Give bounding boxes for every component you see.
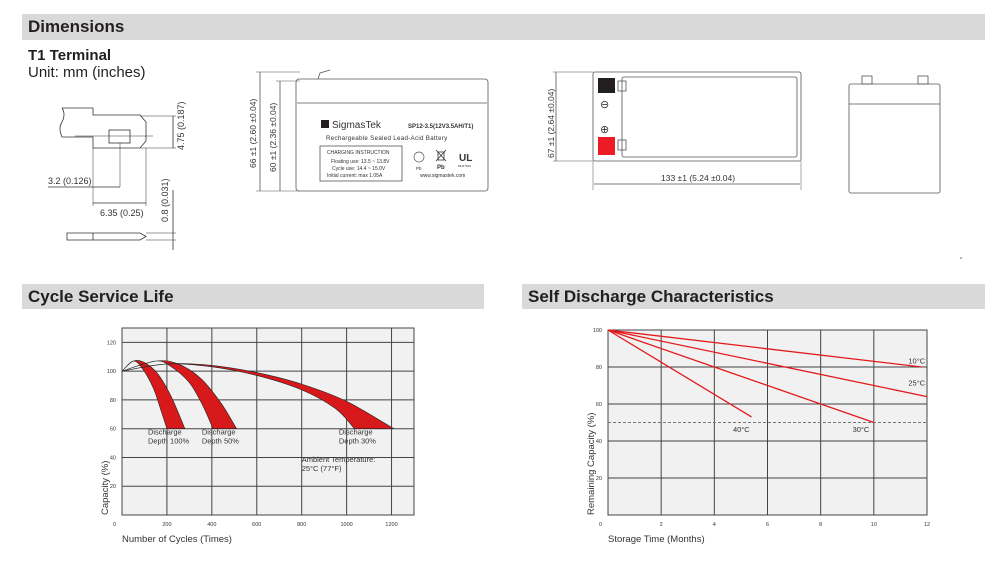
ambient-temperature-note: 25°C (77°F) [302, 464, 342, 473]
x-axis-label: Number of Cycles (Times) [122, 534, 232, 545]
website: www.sigmastek.com [420, 173, 465, 179]
section-header-dimensions: Dimensions [22, 14, 985, 40]
series-line-40c [607, 329, 752, 418]
x-tick-label: 4 [713, 522, 716, 528]
y-tick-label: 20 [596, 476, 602, 482]
x-tick-label: 200 [162, 522, 171, 528]
y-tick-label: 60 [596, 402, 602, 408]
charging-title: CHARGING INSTRUCTION [327, 150, 390, 156]
plot-border [121, 327, 415, 516]
band-label: Depth 100% [148, 436, 190, 445]
y-tick-label: 80 [596, 365, 602, 371]
front-dim-total-height: 66 ±1 (2.60 ±0.04) [248, 98, 258, 168]
brand-logo-icon [321, 120, 329, 128]
series-line-30c [607, 329, 875, 424]
battery-subtitle: Rechargeable Sealed Lead-Acid Battery [326, 135, 448, 142]
section-header-cycle-life: Cycle Service Life [22, 284, 484, 309]
ul-code: MH47529 [458, 164, 471, 168]
unit-label: Unit: mm (inches) [28, 64, 146, 81]
top-dim-length: 133 ±1 (5.24 ±0.04) [661, 173, 735, 183]
x-tick-label: 600 [252, 522, 261, 528]
recycle-icon [413, 151, 425, 163]
battery-top-view [553, 71, 802, 190]
x-tick-label: 0 [599, 522, 602, 528]
y-tick-label: 60 [110, 427, 116, 433]
terminal-title: T1 Terminal [28, 47, 112, 64]
charging-line: Cycle use: 14.4 ~ 15.0V [332, 166, 386, 172]
y-axis-label: Remaining Capacity (%) [586, 413, 597, 515]
self-discharge-chart: 20 40 60 80 100 0 2 4 6 8 10 12 Storage Time (Months… [586, 328, 930, 545]
terminal-dim-offset: 3.2 (0.126) [48, 176, 92, 186]
band-label: Discharge [148, 427, 182, 436]
series-line-25c [607, 329, 928, 398]
terminal-drawing [48, 107, 176, 250]
band-label: Depth 30% [339, 436, 376, 445]
ul-logo-icon: UL [459, 153, 472, 164]
y-tick-label: 120 [107, 340, 116, 346]
charging-line: Floating use: 13.5 ~ 13.8V [331, 159, 390, 165]
band-label: Depth 50% [202, 436, 239, 445]
series-line-10c [607, 329, 922, 368]
x-tick-label: 800 [297, 522, 306, 528]
series-label: 30°C [853, 425, 870, 434]
battery-front-view [256, 69, 489, 192]
x-tick-label: 10 [871, 522, 877, 528]
brand-name: SigmasTek [332, 120, 382, 131]
dimension-drawings: 4.75 (0.187) 3.2 (0.126) 6.35 (0.25) 0.8… [48, 69, 962, 259]
model-number: SP12-3.5(12V3.5AH/T1) [408, 124, 473, 130]
y-axis-label: Capacity (%) [100, 461, 111, 515]
front-dim-case-height: 60 ±1 (2.36 ±0.04) [268, 102, 278, 172]
band-label: Discharge [339, 427, 373, 436]
series-label: 25°C [908, 379, 925, 388]
band-label: Discharge [202, 427, 236, 436]
x-tick-label: 6 [766, 522, 769, 528]
pb-label: Pb [437, 165, 445, 171]
negative-terminal [598, 78, 615, 93]
series-label: 10°C [908, 356, 925, 365]
y-tick-label: 40 [596, 439, 602, 445]
minus-symbol-icon: ⊖ [600, 99, 609, 111]
x-tick-label: 400 [207, 522, 216, 528]
y-tick-label: 100 [593, 328, 602, 334]
section-header-self-discharge: Self Discharge Characteristics [522, 284, 985, 309]
y-tick-label: 20 [110, 484, 116, 490]
series-label: 40°C [733, 425, 750, 434]
terminal-dim-thickness: 0.8 (0.031) [160, 178, 170, 222]
x-tick-label: 2 [660, 522, 663, 528]
recycle-pb-label: Pb [416, 166, 422, 171]
discharge-band-3 [121, 363, 395, 429]
terminal-dim-width: 6.35 (0.25) [100, 208, 144, 218]
plus-symbol-icon: ⊕ [600, 124, 609, 136]
x-tick-label: 0 [113, 522, 116, 528]
x-axis-label: Storage Time (Months) [608, 534, 705, 545]
y-tick-label: 100 [107, 369, 116, 375]
x-tick-label: 1200 [385, 522, 397, 528]
top-dim-width: 67 ±1 (2.64 ±0.04) [546, 88, 556, 158]
battery-side-view [848, 75, 941, 194]
charging-line: Initial current: max 1.05A [327, 173, 383, 179]
ambient-temperature-note: Ambient Temperature: [302, 455, 376, 464]
no-trash-bin-icon [435, 149, 447, 162]
y-tick-label: 80 [110, 398, 116, 404]
y-tick-label: 40 [110, 455, 116, 461]
positive-terminal [598, 137, 615, 155]
x-tick-label: 1000 [340, 522, 352, 528]
terminal-dim-height: 4.75 (0.187) [176, 101, 186, 150]
x-tick-label: 8 [819, 522, 822, 528]
x-tick-label: 12 [924, 522, 930, 528]
